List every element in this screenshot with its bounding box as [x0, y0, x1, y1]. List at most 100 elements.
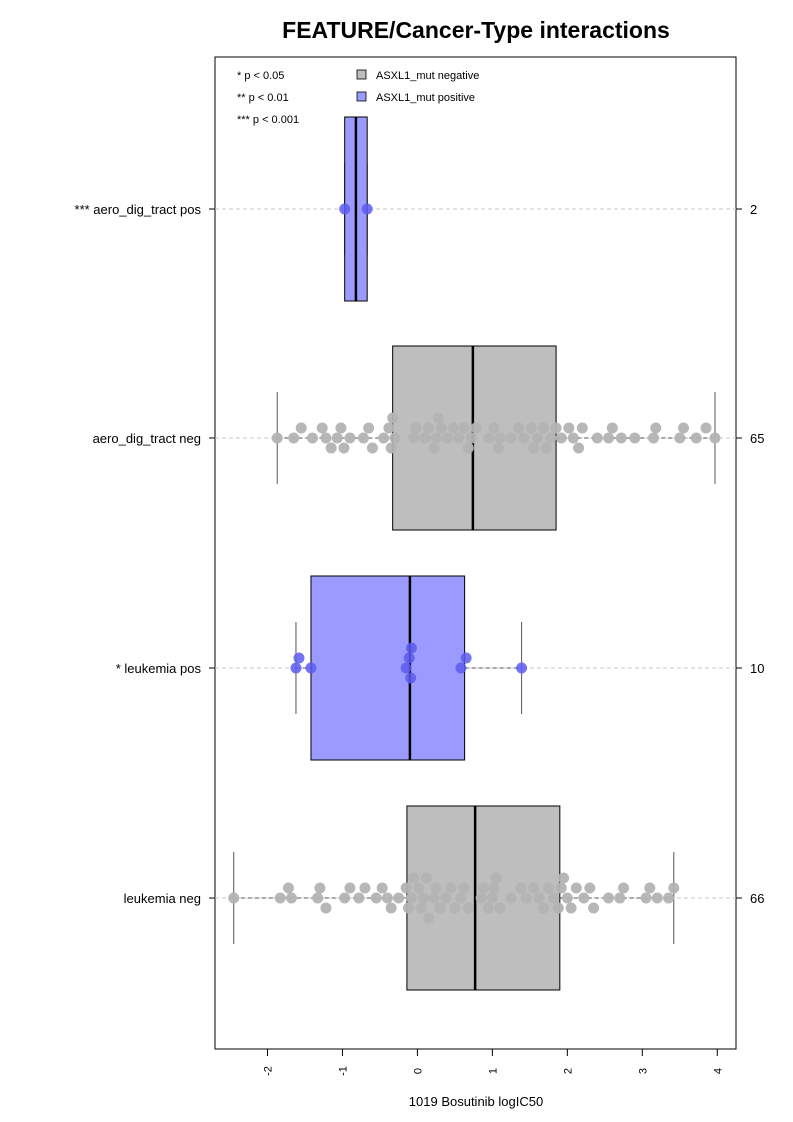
data-point	[552, 902, 564, 914]
data-point	[545, 432, 557, 444]
data-point	[357, 432, 369, 444]
legend-swatch	[356, 69, 367, 80]
data-point	[403, 652, 415, 664]
data-point	[678, 422, 690, 434]
data-point	[483, 902, 495, 914]
data-point	[629, 432, 641, 444]
legend-entry-label: ASXL1_mut positive	[376, 92, 475, 104]
data-point	[389, 432, 401, 444]
data-point	[700, 422, 712, 434]
data-point	[447, 422, 459, 434]
legend-entry-label: ASXL1_mut negative	[376, 70, 479, 82]
data-point	[435, 422, 447, 434]
data-point	[441, 432, 453, 444]
data-point	[339, 892, 351, 904]
significance-note: *** p < 0.001	[237, 114, 299, 126]
data-point	[393, 892, 405, 904]
data-point	[567, 432, 579, 444]
box	[310, 575, 466, 761]
data-point	[663, 892, 675, 904]
data-point	[320, 902, 332, 914]
legend-swatch	[356, 91, 367, 102]
data-point	[331, 432, 343, 444]
data-point	[306, 432, 318, 444]
x-axis-label: 1019 Bosutinib logIC50	[409, 1094, 543, 1109]
data-point	[486, 892, 498, 904]
data-point	[537, 422, 549, 434]
data-point	[651, 892, 663, 904]
data-point	[573, 442, 585, 454]
data-point	[344, 882, 356, 894]
data-point	[458, 882, 470, 894]
data-point	[540, 442, 552, 454]
x-tick-label: 0	[412, 1068, 424, 1074]
data-point	[400, 662, 412, 674]
data-point	[455, 892, 467, 904]
data-point	[531, 432, 543, 444]
data-point	[505, 432, 517, 444]
data-point	[378, 432, 390, 444]
data-point	[453, 432, 465, 444]
data-point	[381, 892, 393, 904]
data-point	[417, 892, 429, 904]
plot-area: *** aero_dig_tract pos 2 aero_dig_tract ne…	[75, 56, 764, 1076]
data-point	[490, 872, 502, 884]
x-tick-label: 4	[712, 1068, 724, 1074]
box-group-4: leukemia neg 66	[124, 805, 764, 991]
group-count-label: 10	[750, 661, 764, 676]
data-point	[648, 432, 660, 444]
data-point	[415, 902, 427, 914]
data-point	[578, 892, 590, 904]
data-point	[288, 432, 300, 444]
data-point	[561, 892, 573, 904]
data-point	[515, 882, 527, 894]
data-point	[618, 882, 630, 894]
significance-note: ** p < 0.01	[237, 92, 289, 104]
group-label: aero_dig_tract neg	[93, 431, 201, 446]
data-point	[558, 872, 570, 884]
data-point	[555, 882, 567, 894]
data-point	[550, 422, 562, 434]
x-tick-label: -1	[337, 1066, 349, 1076]
data-point	[462, 902, 474, 914]
data-point	[465, 432, 477, 444]
data-point	[316, 422, 328, 434]
data-point	[285, 892, 297, 904]
group-count-label: 2	[750, 202, 757, 217]
data-point	[353, 892, 365, 904]
data-point	[445, 882, 457, 894]
chart-title: FEATURE/Cancer-Type interactions	[282, 17, 670, 43]
data-point	[548, 892, 560, 904]
data-point	[408, 432, 420, 444]
data-point	[513, 422, 525, 434]
group-label: leukemia neg	[124, 891, 201, 906]
data-point	[525, 422, 537, 434]
data-point	[295, 422, 307, 434]
data-point	[423, 422, 435, 434]
data-point	[339, 203, 351, 215]
data-point	[410, 422, 422, 434]
data-point	[402, 902, 414, 914]
data-point	[430, 882, 442, 894]
box-group-3: * leukemia pos 10	[116, 575, 764, 761]
data-point	[271, 432, 283, 444]
data-point	[494, 432, 506, 444]
data-point	[603, 432, 615, 444]
data-point	[274, 892, 286, 904]
data-point	[565, 902, 577, 914]
data-point	[460, 652, 472, 664]
data-point	[614, 892, 626, 904]
data-point	[650, 422, 662, 434]
x-tick-label: 1	[487, 1068, 499, 1074]
data-point	[440, 892, 452, 904]
data-point	[576, 422, 588, 434]
data-point	[516, 662, 528, 674]
data-point	[537, 902, 549, 914]
plot-frame	[214, 56, 737, 1050]
data-point	[458, 422, 470, 434]
data-point	[543, 882, 555, 894]
data-point	[644, 882, 656, 894]
data-point	[674, 432, 686, 444]
data-point	[584, 882, 596, 894]
